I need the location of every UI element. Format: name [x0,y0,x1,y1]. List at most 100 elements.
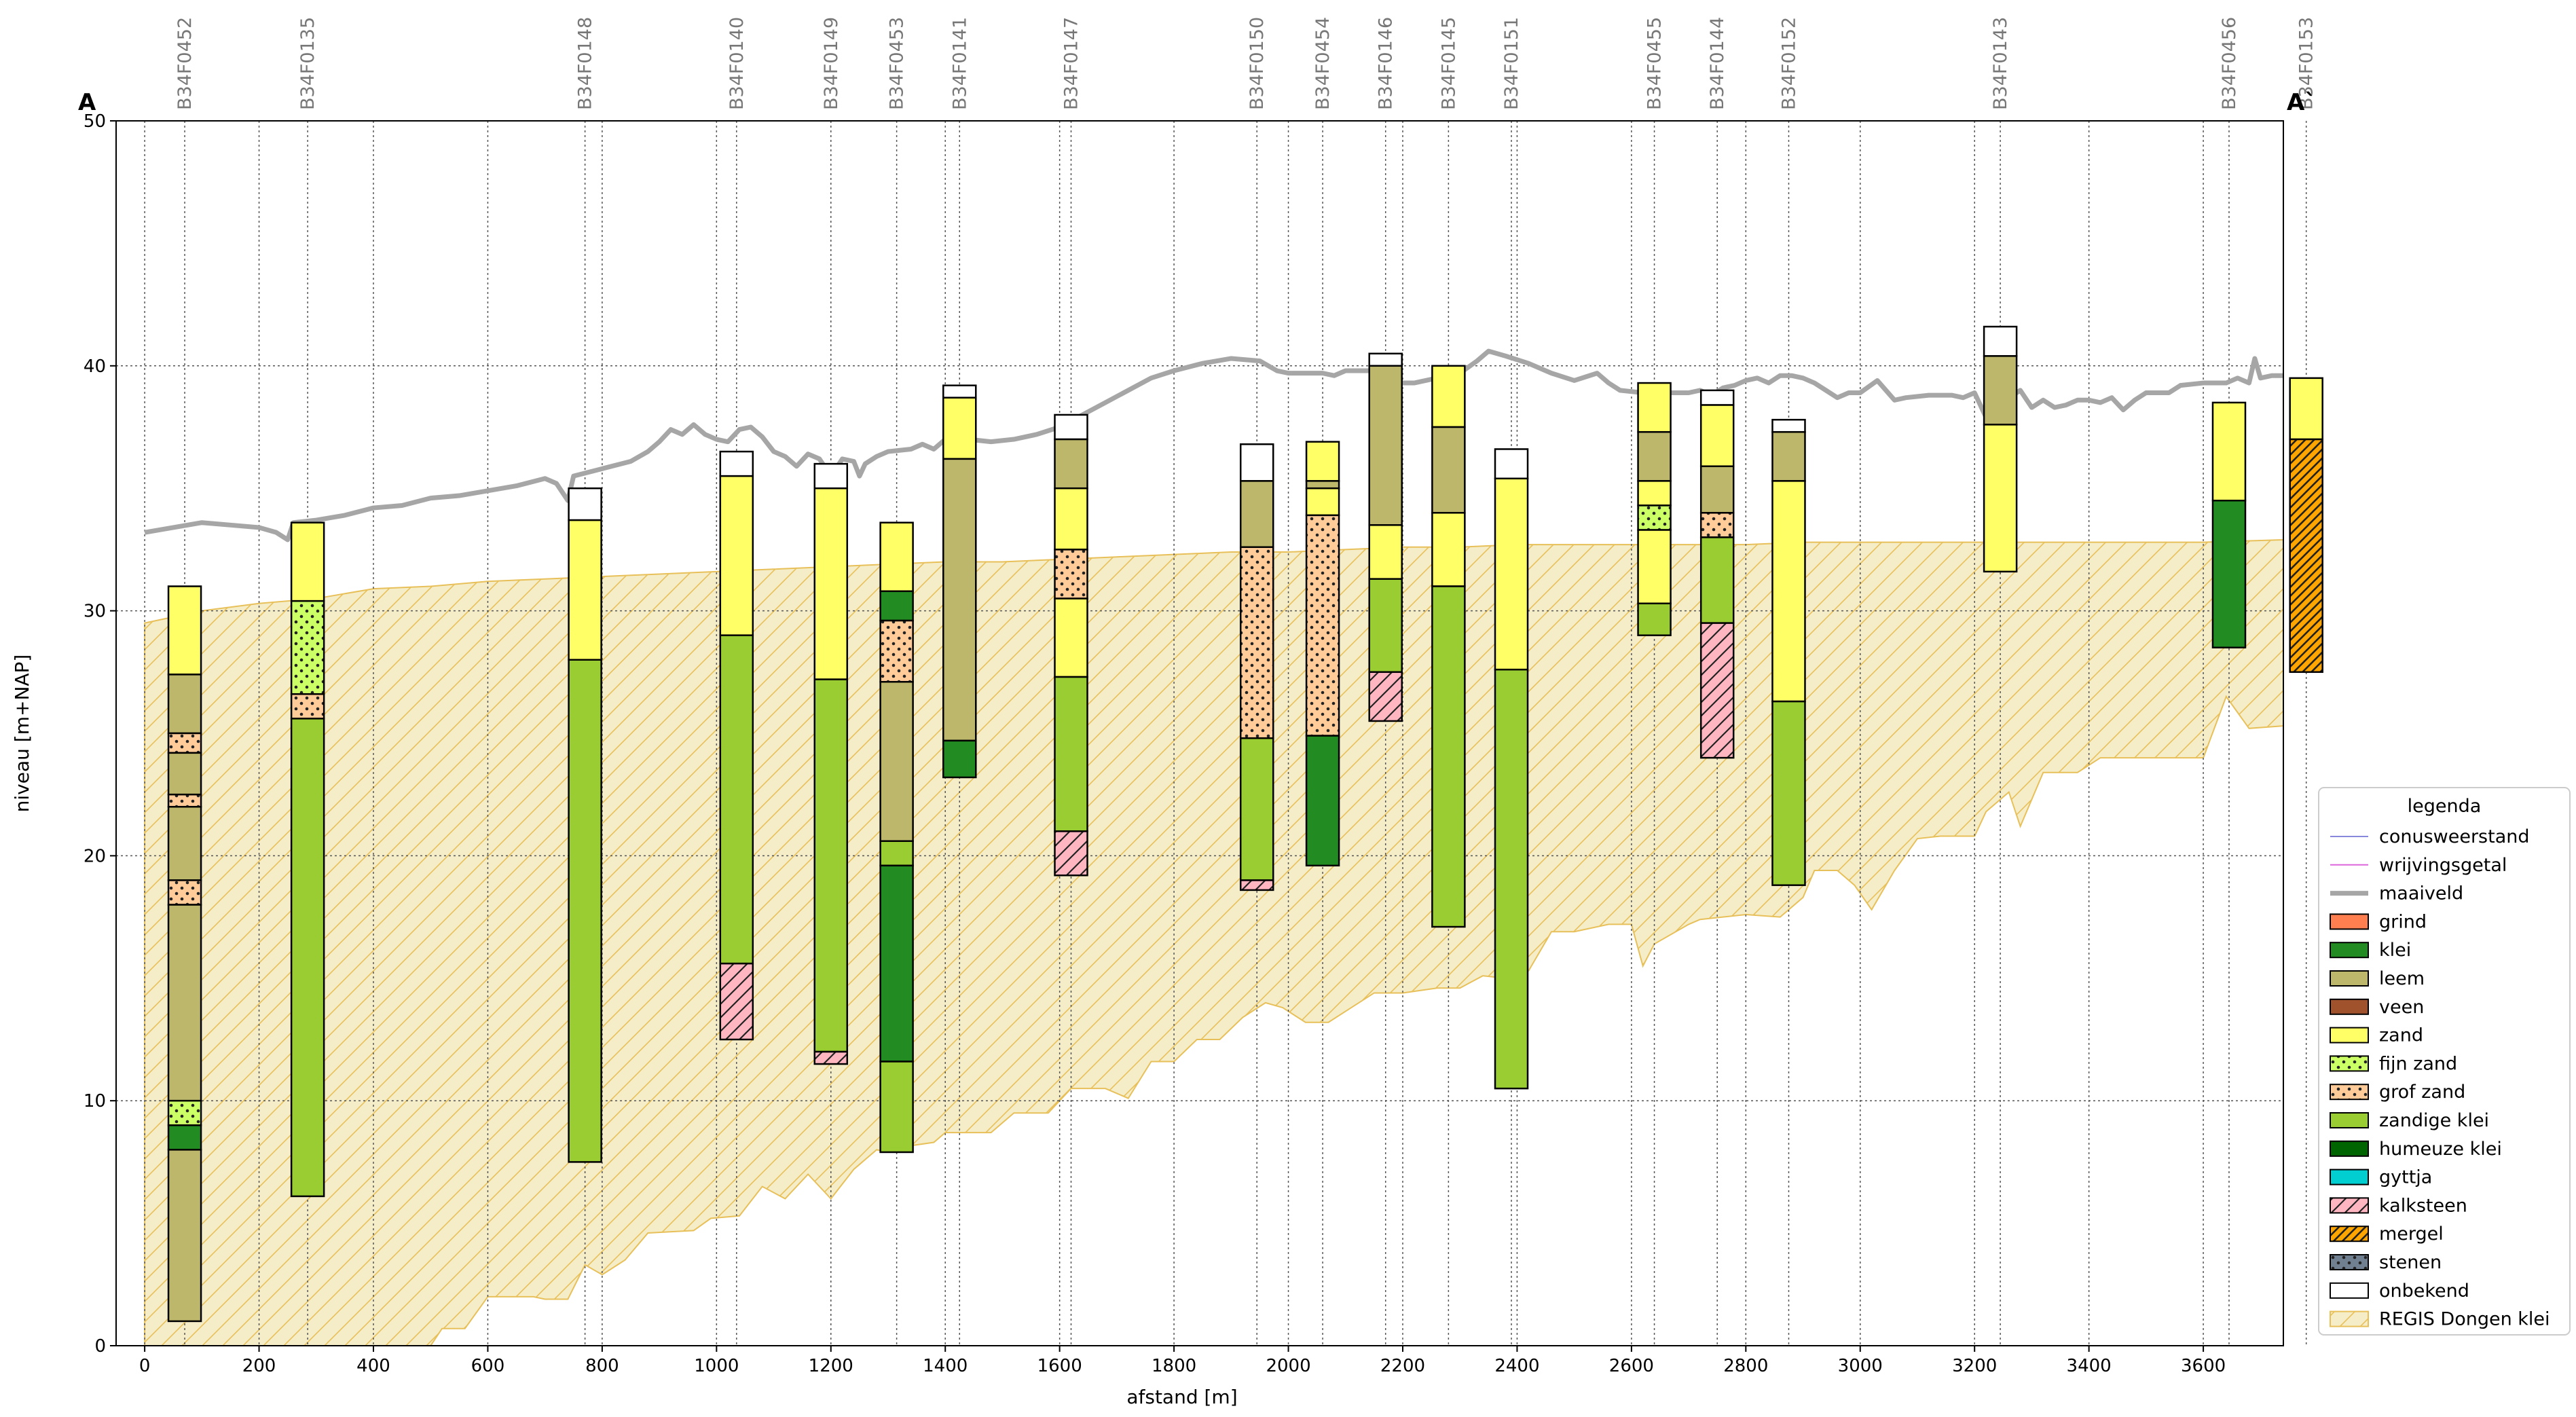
y-axis-label: niveau [m+NAP] [11,655,33,813]
x-tick-label: 1400 [923,1356,968,1376]
borehole-B34F0144 [1699,389,1735,759]
borehole-B34F0147 [1054,413,1088,877]
legend-label: wrijvingsgetal [2379,855,2507,876]
legend-swatch [2330,1169,2368,1185]
legend-item-leem: leem [2330,968,2425,989]
layer-zand [2212,402,2245,501]
layer-hatch [168,733,202,753]
layer-leem [1369,365,1402,526]
layer-zandige_klei [291,718,325,1196]
layer-hatch [291,601,325,695]
borehole-label: B34F0141 [949,17,970,110]
borehole-label: B34F0140 [726,17,748,110]
legend-swatch-hatch [2330,1084,2368,1100]
layer-zand [1306,488,1340,515]
legend-item-regis: REGIS Dongen klei [2330,1309,2550,1330]
borehole-label: B34F0151 [1501,17,1522,110]
legend-label: humeuze klei [2379,1139,2502,1160]
y-tick-label: 10 [84,1091,106,1111]
x-tick-label: 1600 [1037,1356,1082,1376]
x-tick-label: 1800 [1152,1356,1196,1376]
legend-swatch-outline [2330,1226,2369,1243]
borehole-B34F0153 [2289,377,2323,674]
legend-item-gyttja: gyttja [2330,1167,2432,1188]
legend-swatch-outline [2330,1112,2369,1128]
layer-zand [1638,383,1671,433]
layer-zand [1701,405,1734,466]
layer-hatch [1054,549,1088,599]
legend: legenda conusweerstand wrijvingsgetal maai… [2318,787,2571,1336]
x-tick-label: 1000 [694,1356,739,1376]
layer-hatch [1306,515,1340,736]
layer-zandige_klei [880,841,913,866]
layer-zand [1054,488,1088,550]
layer-leem [168,904,202,1101]
borehole-label: B34F0144 [1707,17,1728,110]
layer-klei [168,1125,202,1150]
borehole-label: B34F0456 [2219,17,2240,110]
y-tick-label: 20 [84,846,106,866]
layer-zandige_klei [1638,603,1671,636]
borehole-label: B34F0148 [575,17,596,110]
legend-swatch-outline [2330,942,2369,959]
layer-zand [1432,513,1465,587]
layer-hatch [1240,547,1274,739]
legend-swatch-hatch [2330,1056,2368,1071]
borehole-label: B34F0453 [887,17,908,110]
borehole-label: B34F0452 [174,17,196,110]
borehole-B34F0140 [719,450,754,1041]
layer-hatch [814,1052,847,1065]
layer-zand [1432,365,1465,427]
legend-item-zandige_klei: zandige klei [2330,1110,2489,1131]
y-tick-label: 40 [84,356,106,377]
legend-swatch-outline [2330,1282,2369,1299]
x-tick-label: 2000 [1266,1356,1310,1376]
borehole-B34F0151 [1494,448,1529,1090]
x-tick-label: 200 [242,1356,276,1376]
layer-onbekend [1240,444,1274,481]
borehole-label: B34F0455 [1644,17,1666,110]
legend-swatch-outline [2330,913,2369,930]
layer-zand [291,522,325,602]
legend-swatch-outline [2330,1197,2369,1214]
x-tick-label: 800 [585,1356,619,1376]
layer-leem [1772,432,1805,481]
regis-area-hatch [144,538,2283,1346]
legend-swatch-outline [2330,1084,2369,1101]
legend-swatch-outline [2330,1168,2369,1185]
borehole-B34F0135 [290,521,325,1198]
layer-zand [1772,481,1805,702]
legend-item-kalksteen: kalksteen [2330,1195,2467,1216]
legend-label: zand [2379,1025,2423,1046]
legend-label: maaiveld [2379,883,2463,904]
legend-label: stenen [2379,1252,2442,1273]
legend-swatch [2330,999,2368,1014]
legend-item-zand: zand [2330,1025,2423,1046]
layer-hatch [1240,880,1274,890]
legend-item-onbekend: onbekend [2330,1281,2469,1302]
legend-swatch [2330,914,2368,930]
y-tick-label: 30 [84,602,106,622]
layer-outline [1239,879,1274,891]
maaiveld-line [144,348,2283,542]
legend-swatch [2330,942,2368,958]
layer-hatch [291,694,325,719]
borehole-label: B34F0143 [1990,17,2011,110]
corner-label-left: A [78,89,96,116]
layer-zand [1638,481,1671,506]
borehole-B34F0149 [813,462,849,1065]
layer-leem [943,458,976,741]
layer-zandige_klei [720,635,753,964]
legend-swatch-outline [2330,970,2369,987]
layer-outline [1431,585,1466,928]
layer-zand [1306,441,1340,481]
legend-label: gyttja [2379,1167,2432,1188]
legend-label: kalksteen [2379,1195,2467,1216]
legend-swatch-outline [2330,1027,2369,1044]
plot-frame [115,120,2284,1346]
legend-swatch-hatch [2330,1311,2368,1327]
layer-onbekend [1701,390,1734,405]
x-tick-label: 3600 [2181,1356,2226,1376]
layer-leem [168,674,202,733]
